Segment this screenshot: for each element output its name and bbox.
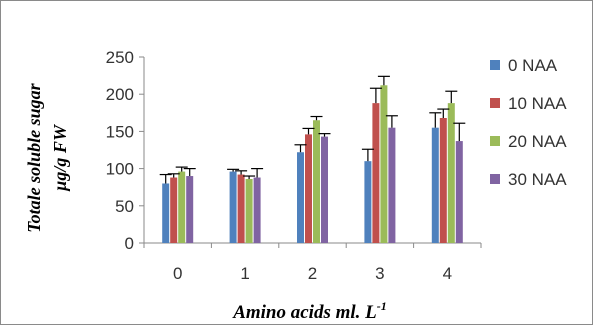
bar (237, 174, 245, 243)
x-axis-title: Amino acids ml. L-1 (232, 299, 387, 323)
x-tick-label: 2 (308, 264, 317, 283)
bar (455, 141, 463, 243)
bar (321, 136, 328, 243)
bar (447, 103, 455, 244)
x-tick-label: 0 (173, 264, 182, 283)
bar (178, 171, 186, 243)
legend-swatch (490, 60, 500, 70)
y-tick-label: 50 (115, 197, 134, 216)
bar (297, 152, 304, 243)
y-tick-label: 0 (125, 234, 134, 253)
bar (186, 176, 194, 243)
legend: 0 NAA 10 NAA 20 NAA 30 NAA (490, 56, 567, 189)
legend-swatch (490, 136, 500, 146)
y-tick-label: 150 (106, 122, 134, 141)
tick-labels: 0 50 100 150 200 250 0 1 2 3 4 (106, 48, 452, 283)
y-axis-title-line2: µg/g FW (50, 123, 70, 192)
bar (439, 118, 447, 243)
x-tick-label: 1 (240, 264, 249, 283)
y-tick-label: 100 (106, 160, 134, 179)
bar (305, 134, 312, 243)
legend-swatch (490, 98, 500, 108)
y-tick-label: 250 (106, 48, 134, 67)
legend-label: 30 NAA (508, 170, 567, 189)
bar (170, 177, 178, 243)
bar (162, 183, 170, 243)
y-axis-title: Totale soluble sugar µg/g FW (24, 82, 70, 232)
y-tick-label: 200 (106, 85, 134, 104)
bar (380, 85, 388, 243)
bar (245, 179, 253, 243)
legend-label: 10 NAA (508, 94, 567, 113)
bars (162, 85, 463, 244)
legend-label: 20 NAA (508, 132, 567, 151)
x-tick-label: 3 (375, 264, 384, 283)
legend-swatch (490, 174, 500, 184)
error-bars (159, 75, 466, 184)
bar (229, 171, 237, 243)
bar (388, 127, 396, 243)
x-tick-label: 4 (443, 264, 452, 283)
y-axis-title-line1: Totale soluble sugar (24, 82, 44, 232)
bar (313, 120, 320, 243)
bar (372, 103, 380, 244)
bar (253, 177, 261, 243)
legend-label: 0 NAA (508, 56, 558, 75)
bar (431, 127, 439, 243)
bar (364, 161, 372, 243)
axes (139, 56, 482, 248)
